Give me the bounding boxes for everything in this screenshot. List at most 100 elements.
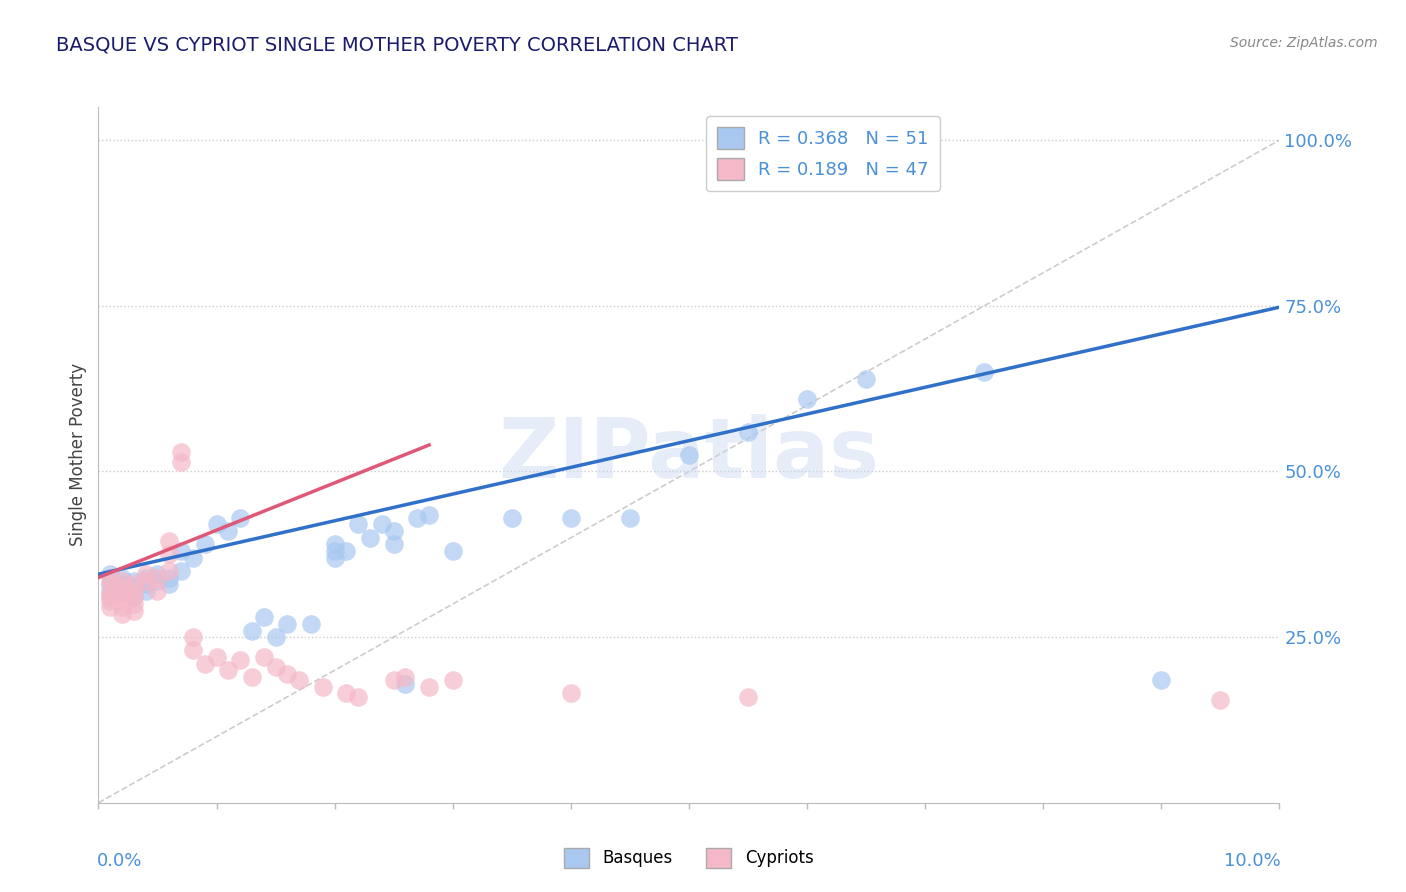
Point <box>205 650 228 665</box>
Point <box>146 570 169 584</box>
Point <box>98 577 121 591</box>
Legend: R = 0.368   N = 51, R = 0.189   N = 47: R = 0.368 N = 51, R = 0.189 N = 47 <box>706 116 939 191</box>
Point <box>394 676 416 690</box>
Point <box>122 577 145 591</box>
Text: 0.0%: 0.0% <box>97 852 142 870</box>
Point <box>973 365 995 379</box>
Point <box>181 550 204 565</box>
Point <box>170 444 193 458</box>
Point <box>323 544 346 558</box>
Point <box>394 670 416 684</box>
Point <box>111 577 134 591</box>
Point <box>170 544 193 558</box>
Point <box>382 537 405 551</box>
Point <box>276 616 298 631</box>
Point <box>194 657 217 671</box>
Point <box>181 643 204 657</box>
Point <box>135 583 157 598</box>
Point <box>122 574 145 588</box>
Point <box>312 680 335 694</box>
Point <box>441 544 464 558</box>
Point <box>98 591 121 605</box>
Text: Source: ZipAtlas.com: Source: ZipAtlas.com <box>1230 36 1378 50</box>
Text: ZIPatlas: ZIPatlas <box>499 415 879 495</box>
Point <box>217 663 239 677</box>
Point <box>382 524 405 538</box>
Point <box>194 537 217 551</box>
Point <box>111 607 134 621</box>
Point <box>299 616 322 631</box>
Point <box>678 448 700 462</box>
Point <box>98 587 121 601</box>
Point <box>253 610 276 624</box>
Point <box>146 583 169 598</box>
Point <box>229 653 252 667</box>
Point <box>335 686 357 700</box>
Point <box>135 570 157 584</box>
Point <box>157 577 180 591</box>
Point <box>323 537 346 551</box>
Point <box>135 574 157 588</box>
Point <box>619 511 641 525</box>
Point <box>157 534 180 549</box>
Point <box>240 670 263 684</box>
Point <box>111 587 134 601</box>
Point <box>111 574 134 588</box>
Point <box>122 591 145 605</box>
Point <box>406 511 429 525</box>
Point <box>253 650 276 665</box>
Point <box>855 372 877 386</box>
Point <box>98 600 121 615</box>
Point <box>240 624 263 638</box>
Point <box>560 511 582 525</box>
Point <box>111 581 134 595</box>
Point <box>122 583 145 598</box>
Point <box>347 517 370 532</box>
Point <box>347 690 370 704</box>
Point <box>111 570 134 584</box>
Point <box>170 454 193 468</box>
Point <box>157 570 180 584</box>
Point <box>418 508 440 522</box>
Point <box>501 511 523 525</box>
Point <box>122 604 145 618</box>
Point <box>560 686 582 700</box>
Point <box>181 630 204 644</box>
Point <box>111 593 134 607</box>
Text: BASQUE VS CYPRIOT SINGLE MOTHER POVERTY CORRELATION CHART: BASQUE VS CYPRIOT SINGLE MOTHER POVERTY … <box>56 36 738 54</box>
Point <box>111 600 134 615</box>
Point <box>288 673 311 688</box>
Point <box>323 550 346 565</box>
Point <box>135 567 157 582</box>
Point <box>359 531 381 545</box>
Y-axis label: Single Mother Poverty: Single Mother Poverty <box>69 363 87 547</box>
Point <box>98 577 121 591</box>
Point <box>98 583 121 598</box>
Point <box>135 577 157 591</box>
Point <box>122 581 145 595</box>
Point <box>111 587 134 601</box>
Point <box>157 564 180 578</box>
Point <box>122 597 145 611</box>
Point <box>335 544 357 558</box>
Point <box>1150 673 1173 688</box>
Point <box>122 591 145 605</box>
Point <box>737 690 759 704</box>
Point <box>98 570 121 584</box>
Point <box>111 581 134 595</box>
Point <box>276 666 298 681</box>
Point <box>264 660 287 674</box>
Point <box>217 524 239 538</box>
Legend: Basques, Cypriots: Basques, Cypriots <box>558 841 820 875</box>
Point <box>146 567 169 582</box>
Point <box>382 673 405 688</box>
Point <box>737 425 759 439</box>
Point <box>264 630 287 644</box>
Point <box>98 593 121 607</box>
Point <box>146 574 169 588</box>
Point <box>98 567 121 582</box>
Point <box>170 564 193 578</box>
Point <box>205 517 228 532</box>
Point <box>371 517 394 532</box>
Point <box>796 392 818 406</box>
